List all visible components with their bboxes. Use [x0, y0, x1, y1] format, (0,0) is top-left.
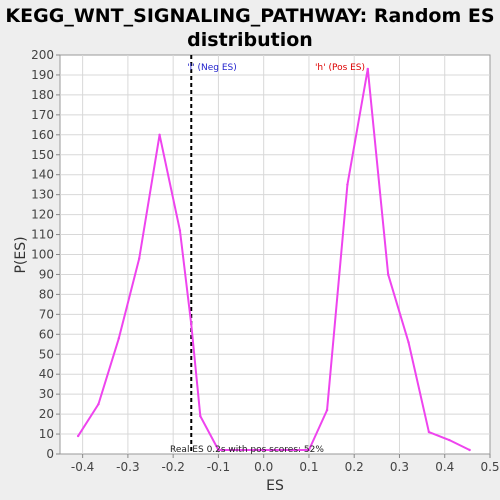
series-point: [468, 448, 471, 452]
x-tick-label: 0.1: [299, 460, 318, 474]
y-tick-label: 170: [31, 108, 54, 122]
y-tick-label: 180: [31, 88, 54, 102]
y-tick-label: 190: [31, 68, 54, 82]
x-tick-label: -0.1: [207, 460, 230, 474]
series-point: [346, 183, 349, 186]
y-tick-label: 0: [46, 447, 54, 461]
series-point: [199, 414, 202, 418]
series-point: [325, 408, 329, 412]
y-tick-label: 50: [39, 347, 54, 361]
y-tick-label: 40: [39, 367, 54, 381]
real-es-text: Real ES 0.2s with pos scores: 52%: [170, 445, 324, 455]
series-point: [190, 323, 193, 326]
y-tick-label: 150: [31, 148, 54, 162]
y-tick-label: 70: [39, 307, 54, 321]
neg-es-label: 'l' (Neg ES): [187, 63, 237, 73]
y-tick-label: 110: [31, 228, 54, 242]
y-tick-label: 60: [39, 327, 54, 341]
y-tick-label: 100: [31, 248, 54, 262]
y-tick-label: 120: [31, 208, 54, 222]
series-point: [117, 337, 121, 340]
x-tick-label: -0.2: [161, 460, 184, 474]
y-tick-label: 140: [31, 168, 54, 182]
x-tick-label: 0.2: [345, 460, 364, 474]
series-point: [138, 257, 141, 260]
y-tick-label: 10: [39, 427, 54, 441]
x-tick-label: -0.3: [116, 460, 139, 474]
series-point: [448, 438, 451, 442]
y-tick-label: 200: [31, 48, 54, 62]
y-tick-label: 30: [39, 387, 54, 401]
pos-es-label: 'h' (Pos ES): [315, 63, 365, 73]
x-tick-label: 0.3: [390, 460, 409, 474]
series-point: [386, 273, 390, 276]
x-tick-label: 0.5: [480, 460, 499, 474]
series-layer: [76, 67, 471, 452]
y-axis-label: P(ES): [13, 236, 29, 273]
grid: [60, 55, 490, 454]
y-tick-label: 90: [39, 267, 54, 281]
series-point: [366, 67, 369, 71]
series-point: [427, 430, 431, 434]
x-tick-label: -0.4: [71, 460, 94, 474]
x-tick-label: 0.0: [254, 460, 273, 474]
series-point: [97, 402, 100, 406]
y-tick-label: 160: [31, 128, 54, 142]
chart-title-line1: KEGG_WNT_SIGNALING_PATHWAY: Random ES: [5, 5, 494, 27]
y-tick-label: 130: [31, 188, 54, 202]
series-point: [217, 448, 220, 452]
y-tick-label: 20: [39, 407, 54, 421]
series-point: [307, 448, 311, 452]
y-tick-label: 80: [39, 287, 54, 301]
series-line-0: [77, 67, 471, 452]
axis-ticks: 0 10 20 30 40 50 60 70 80 90 100 110 120 130 140 150 160…: [31, 48, 499, 474]
series-point: [407, 341, 410, 344]
series-point: [76, 434, 80, 438]
series-point: [178, 229, 182, 232]
x-axis-label: ES: [266, 478, 284, 494]
x-tick-label: 0.4: [435, 460, 454, 474]
chart-title-line2: distribution: [187, 29, 313, 51]
series-point: [158, 133, 161, 136]
